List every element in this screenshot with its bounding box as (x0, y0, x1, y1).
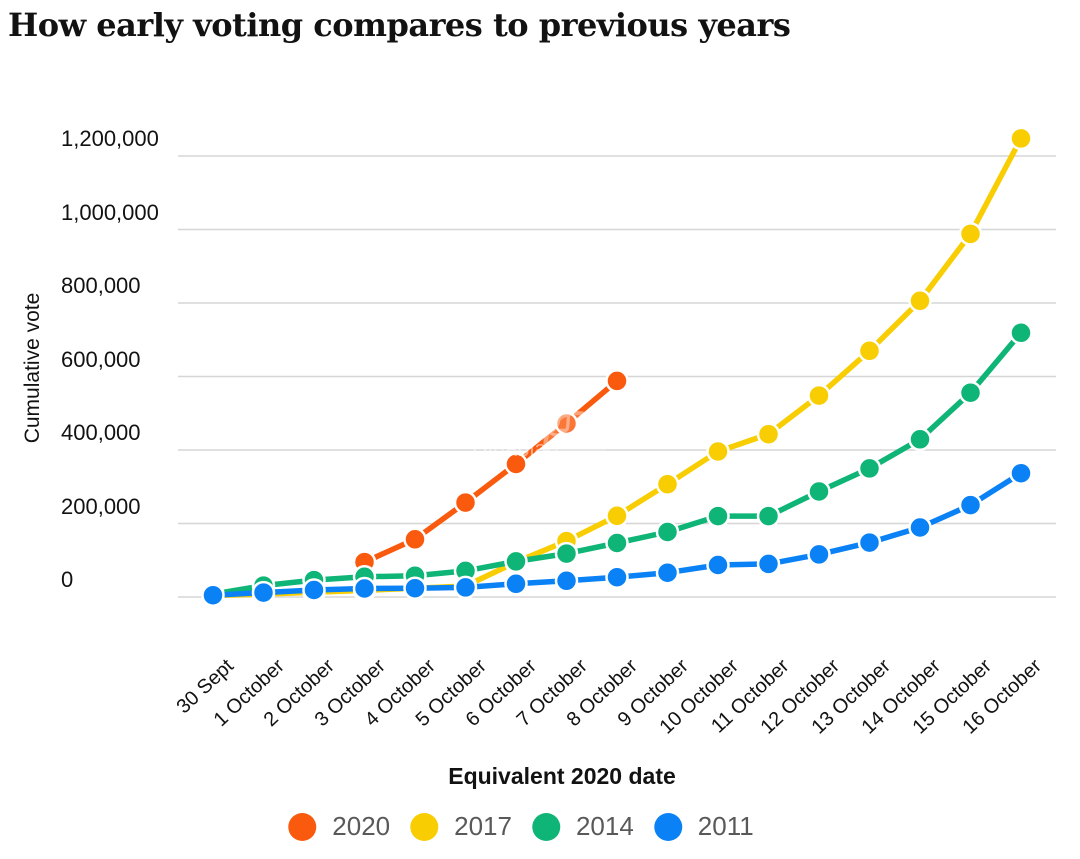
data-point-2017-8 October[interactable] (605, 504, 629, 528)
data-point-2017-12 October[interactable] (807, 383, 831, 408)
data-point-2011-4 October[interactable] (403, 576, 427, 600)
data-point-2017-13 October[interactable] (857, 339, 882, 363)
data-point-2011-30 Sept[interactable] (201, 583, 225, 607)
x-axis-title: Equivalent 2020 date (448, 763, 676, 789)
data-point-2014-9 October[interactable] (655, 520, 680, 544)
data-point-2011-5 October[interactable] (453, 575, 478, 600)
y-tick-label: 400,000 (61, 420, 141, 445)
data-point-2014-14 October[interactable] (908, 427, 932, 452)
legend-label: 2020 (332, 811, 391, 841)
legend-item-2020[interactable]: 2020 (288, 811, 390, 842)
data-point-2014-10 October[interactable] (706, 504, 730, 528)
data-point-2017-16 October[interactable] (1009, 126, 1033, 151)
data-point-2014-6 October[interactable] (504, 549, 528, 574)
data-point-2011-12 October[interactable] (807, 542, 831, 567)
data-point-2017-14 October[interactable] (908, 289, 932, 313)
legend-label: 2017 (454, 811, 512, 841)
svg-text:Hinabian: Hinabian (472, 436, 559, 461)
y-axis-title: Cumulative vote (21, 292, 44, 444)
data-point-2014-16 October[interactable] (1009, 321, 1033, 345)
legend-label: 2014 (575, 811, 634, 841)
y-tick-label: 600,000 (61, 346, 141, 372)
data-point-2011-8 October[interactable] (605, 565, 629, 589)
y-tick-label: 0 (61, 567, 74, 592)
legend-item-2011[interactable]: 2011 (653, 811, 754, 842)
data-point-2011-16 October[interactable] (1009, 461, 1033, 485)
data-point-2014-8 October[interactable] (605, 531, 629, 555)
data-point-2011-11 October[interactable] (756, 552, 781, 576)
legend: 2020 2017 2014 2011 (288, 811, 754, 842)
y-tick-label: 200,000 (61, 493, 141, 519)
data-point-2014-11 October[interactable] (756, 504, 781, 528)
data-point-2017-10 October[interactable] (706, 439, 730, 464)
data-point-2011-14 October[interactable] (908, 515, 932, 540)
chart-title: How early voting compares to previous ye… (8, 6, 791, 44)
data-point-2014-7 October[interactable] (554, 541, 579, 566)
legend-dot-2011 (653, 812, 682, 841)
data-point-2014-15 October[interactable] (958, 380, 983, 405)
data-point-2014-12 October[interactable] (807, 479, 831, 504)
data-point-2011-6 October[interactable] (504, 572, 528, 596)
legend-item-2017[interactable]: 2017 (410, 811, 512, 842)
data-point-2017-9 October[interactable] (655, 472, 680, 496)
data-point-2017-11 October[interactable] (756, 422, 781, 446)
data-point-2011-1 October[interactable] (251, 580, 276, 605)
data-point-2011-10 October[interactable] (706, 553, 730, 577)
y-tick-label: 1,200,000 (61, 126, 159, 151)
legend-dot-2020 (288, 812, 317, 841)
data-point-2014-13 October[interactable] (857, 456, 882, 481)
data-point-2020-6 October[interactable] (504, 452, 528, 476)
legend-dot-2017 (410, 812, 439, 841)
data-point-2011-7 October[interactable] (554, 569, 579, 593)
data-point-2011-15 October[interactable] (958, 493, 983, 517)
data-point-2020-8 October[interactable] (605, 369, 629, 393)
legend-label: 2011 (697, 811, 754, 841)
data-point-2011-3 October[interactable] (352, 576, 377, 601)
data-point-2011-9 October[interactable] (655, 560, 680, 585)
y-tick-label: 1,000,000 (61, 199, 159, 225)
data-point-2011-13 October[interactable] (857, 530, 882, 555)
data-point-2020-7 October[interactable] (554, 411, 579, 436)
y-tick-label: 800,000 (61, 273, 141, 298)
legend-item-2014[interactable]: 2014 (531, 811, 634, 842)
data-point-2011-2 October[interactable] (302, 578, 326, 602)
legend-dot-2014 (531, 812, 560, 841)
data-point-2020-5 October[interactable] (453, 490, 478, 515)
data-point-2017-15 October[interactable] (958, 222, 983, 246)
data-point-2020-4 October[interactable] (403, 527, 427, 552)
svg-text:海那边: 海那边 (474, 408, 576, 441)
